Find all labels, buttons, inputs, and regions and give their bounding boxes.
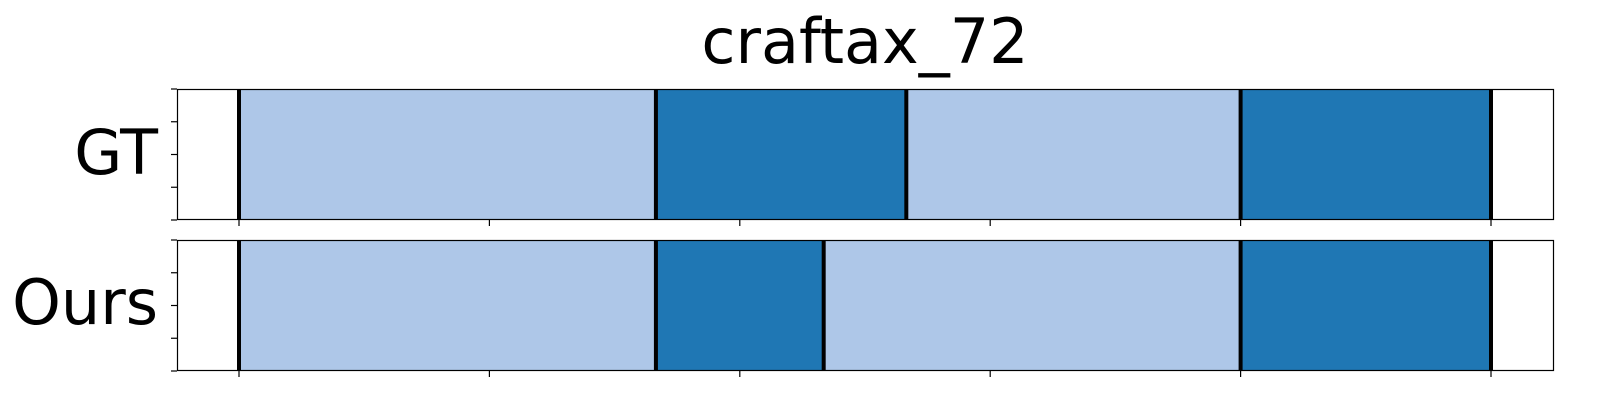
row-label: Ours	[12, 266, 158, 339]
segment-dark	[655, 240, 824, 371]
segment-dark	[655, 89, 907, 220]
segment-dark	[1240, 89, 1491, 220]
panel-gt: GT	[74, 88, 1555, 226]
row-label: GT	[74, 116, 159, 189]
segment-light	[906, 89, 1241, 220]
segment-light	[239, 89, 656, 220]
plot-frame	[176, 88, 1555, 221]
plot-frame	[176, 239, 1555, 372]
segment-light	[239, 240, 656, 371]
chart-title: craftax_72	[701, 5, 1028, 78]
panel-ours: Ours	[12, 239, 1555, 377]
segment-dark	[1240, 240, 1491, 371]
segment-light	[823, 240, 1241, 371]
